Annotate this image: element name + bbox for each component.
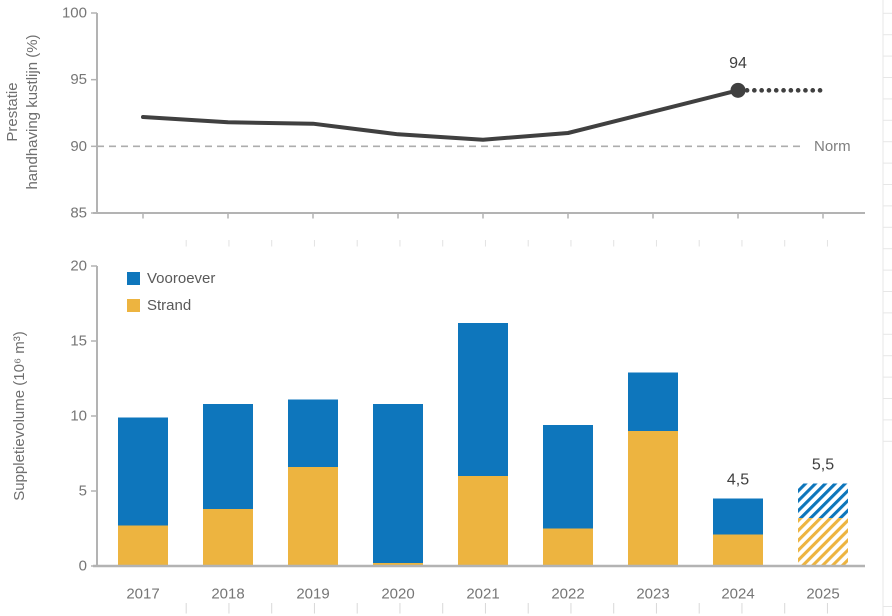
legend: Vooroever Strand <box>127 270 215 314</box>
bar-2023-strand <box>628 431 678 566</box>
x-axis-year-label: 2020 <box>381 586 414 603</box>
y-tick-label: 85 <box>70 205 87 222</box>
legend-item-strand: Strand <box>127 297 215 314</box>
performance-line <box>141 88 740 142</box>
bar-2022-vooroever <box>543 425 593 529</box>
bar-2018-vooroever <box>203 404 253 509</box>
bar-2019-vooroever <box>288 399 338 467</box>
y-tick-label: 0 <box>79 558 87 575</box>
y-tick-label: 100 <box>62 5 87 22</box>
y-tick-label: 10 <box>70 408 87 425</box>
bar-2025-vooroever <box>798 483 848 518</box>
bar-value-label: 4,5 <box>727 472 749 489</box>
bar-2017-strand <box>118 525 168 566</box>
bar-2023-vooroever <box>628 372 678 431</box>
x-axis-year-label: 2019 <box>296 586 329 603</box>
y-tick-label: 90 <box>70 138 87 155</box>
bottom-chart-y-axis-title: Suppletievolume (10⁶ m³) <box>11 331 28 501</box>
marker-2024 <box>730 82 746 98</box>
bar-2022-strand <box>543 528 593 566</box>
bar-value-label: 5,5 <box>812 457 834 474</box>
vooroever-swatch-icon <box>127 272 140 285</box>
line-chart-prestatie: Norm 94 100 95 90 85 <box>62 5 865 222</box>
x-axis-year-label: 2018 <box>211 586 244 603</box>
x-axis-year-label: 2024 <box>721 586 754 603</box>
bar-chart-suppletievolume: 4,5 5,5 20 15 10 5 0 2017 2018 2019 2020 2021 2022 20… <box>70 258 865 614</box>
legend-label-vooroever: Vooroever <box>147 270 216 287</box>
bar-2018-strand <box>203 509 253 566</box>
bar-2021-strand <box>458 476 508 566</box>
y-tick-label: 95 <box>70 71 87 88</box>
point-value-label: 94 <box>729 55 747 72</box>
bar-2017-vooroever <box>118 417 168 526</box>
bar-2021-vooroever <box>458 323 508 476</box>
y-tick-label: 5 <box>79 483 87 500</box>
y-tick-label: 15 <box>70 333 87 350</box>
y-axis-title-line1: Prestatie <box>4 82 21 142</box>
x-axis-year-label: 2025 <box>806 586 839 603</box>
bar-2024-vooroever <box>713 498 763 535</box>
x-axis-year-label: 2017 <box>126 586 159 603</box>
top-chart-y-axis-title: Prestatie handhaving kustlijn (%) <box>3 34 43 189</box>
spreadsheet-gridlines <box>882 0 892 616</box>
legend-label-strand: Strand <box>147 297 192 314</box>
bar-2019-strand <box>288 467 338 566</box>
legend-item-vooroever: Vooroever <box>127 270 215 287</box>
x-axis-year-label: 2021 <box>466 586 499 603</box>
bar-2020-vooroever <box>373 404 423 563</box>
x-axis-year-label: 2023 <box>636 586 669 603</box>
bar-2020-strand <box>373 563 423 566</box>
y-tick-label: 20 <box>70 258 87 275</box>
gap-minor-ticks <box>185 240 828 247</box>
x-axis-year-label: 2022 <box>551 586 584 603</box>
strand-swatch-icon <box>127 299 140 312</box>
bar-2025-strand <box>798 518 848 566</box>
norm-label: Norm <box>814 138 851 155</box>
bar-2024-strand <box>713 534 763 566</box>
y-axis-title-line2: handhaving kustlijn (%) <box>24 34 41 190</box>
